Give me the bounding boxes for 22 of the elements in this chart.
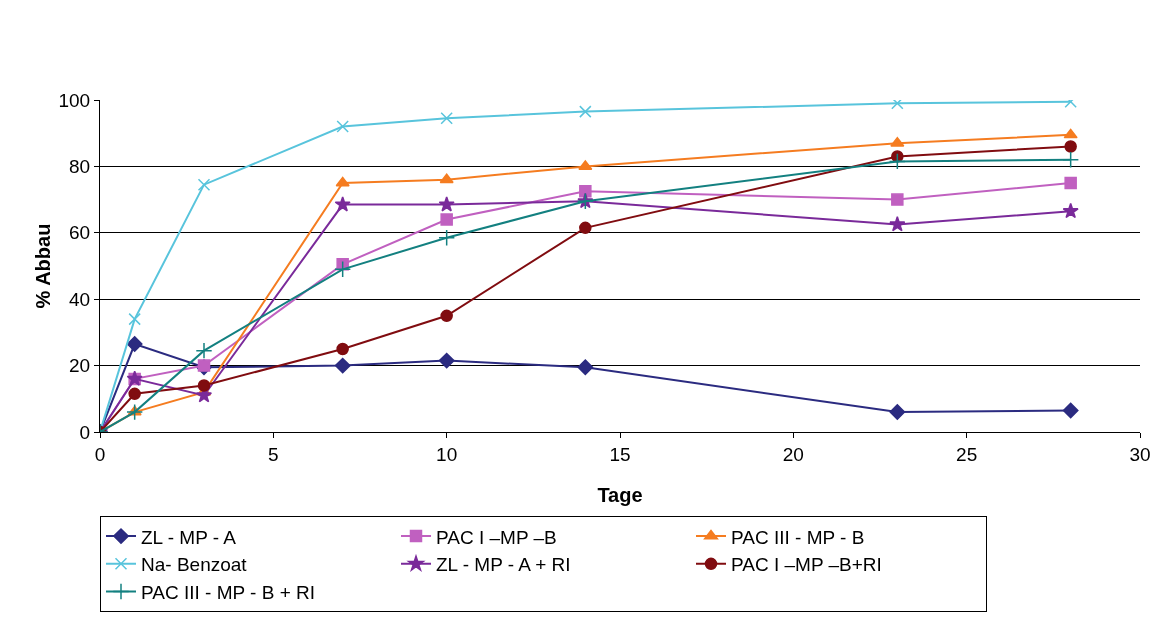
legend-label: Na- Benzoat	[141, 554, 248, 576]
legend-label: PAC I –MP –B+RI	[731, 554, 882, 576]
x-tick-label: 30	[1129, 443, 1151, 465]
y-axis-title: % Abbau	[32, 223, 54, 309]
legend-label: ZL - MP - A + RI	[436, 554, 571, 576]
legend-label: ZL - MP - A	[141, 526, 237, 548]
x-tick-label: 5	[268, 443, 279, 465]
y-tick-label: 40	[69, 288, 91, 310]
x-tick-label: 20	[782, 443, 804, 465]
legend-label: PAC III - MP - B	[731, 526, 865, 548]
y-tick-label: 20	[69, 355, 91, 377]
x-axis-title: Tage	[597, 484, 643, 506]
y-tick-label: 100	[58, 89, 91, 111]
x-tick-label: 10	[436, 443, 458, 465]
y-tick-label: 60	[69, 222, 91, 244]
y-tick-label: 0	[79, 421, 91, 443]
x-tick-label: 25	[956, 443, 978, 465]
x-tick-label: 15	[609, 443, 631, 465]
y-tick-label: 80	[69, 156, 91, 178]
legend-label: PAC I –MP –B	[436, 526, 557, 548]
x-tick-label: 0	[94, 443, 106, 465]
legend-label: PAC III - MP - B + RI	[141, 581, 316, 603]
